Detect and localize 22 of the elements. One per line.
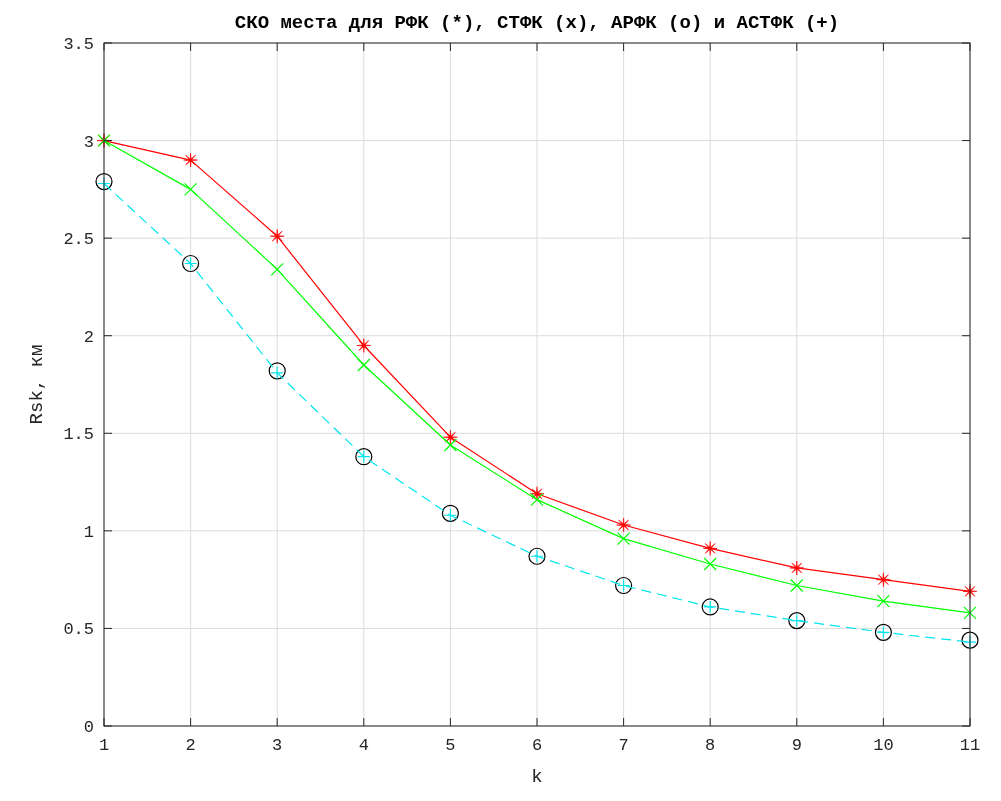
y-tick-label: 3	[83, 132, 94, 152]
x-tick-label: 9	[791, 736, 802, 755]
x-tick-label: 2	[185, 736, 196, 755]
x-tick-label: 5	[445, 736, 456, 755]
y-tick-label: 0.5	[63, 620, 94, 640]
x-tick-label: 3	[272, 736, 283, 755]
chart-title: СКО места для РФК (*), СТФК (x), АРФК (o) и АСТФК (+)	[234, 12, 840, 34]
x-tick-label: 4	[358, 736, 369, 755]
x-tick-label: 6	[531, 736, 543, 755]
x-tick-label: 7	[618, 736, 629, 755]
y-tick-label: 1.5	[63, 425, 94, 445]
y-tick-label: 0	[83, 718, 94, 737]
y-tick-label: 2.5	[63, 230, 94, 250]
y-tick-label: 1	[83, 522, 94, 542]
y-tick-label: 2	[83, 327, 94, 347]
x-axis-title: k	[531, 766, 543, 788]
x-tick-label: 1	[98, 736, 110, 755]
x-tick-label: 10	[873, 736, 894, 755]
y-axis-title: Rsk, км	[26, 344, 48, 425]
y-tick-label: 3.5	[63, 35, 94, 54]
x-tick-label: 11	[959, 736, 981, 755]
x-tick-label: 8	[705, 736, 716, 755]
